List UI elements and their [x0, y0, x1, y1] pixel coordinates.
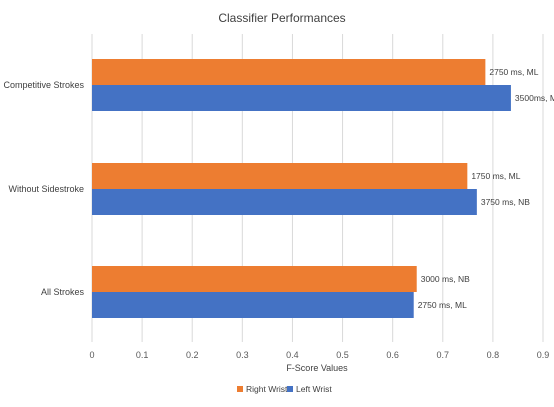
category-label: Without Sidestroke — [8, 184, 84, 194]
category-label: Competitive Strokes — [3, 80, 84, 90]
category-label: All Strokes — [41, 287, 85, 297]
x-tick-label: 0.2 — [186, 350, 199, 360]
x-tick-label: 0.8 — [487, 350, 500, 360]
x-tick-label: 0.6 — [386, 350, 399, 360]
category-axis-labels: Competitive Strokes Without Sidestroke All… — [3, 80, 84, 297]
bars — [92, 59, 511, 318]
bar-left-wrist — [92, 85, 511, 111]
data-label: 2750 ms, ML — [418, 300, 467, 310]
legend-label: Right Wrist — [246, 384, 288, 394]
x-axis-tick-labels: 0 0.1 0.2 0.3 0.4 0.5 0.6 0.7 0.8 0.9 — [89, 350, 549, 360]
legend: Right Wrist Left Wrist — [237, 384, 332, 394]
bar-right-wrist — [92, 59, 486, 85]
x-tick-label: 0.9 — [537, 350, 550, 360]
legend-swatch — [237, 386, 243, 392]
legend-label: Left Wrist — [296, 384, 332, 394]
bar-left-wrist — [92, 189, 477, 215]
data-labels: 2750 ms, ML 3500ms, ML 1750 ms, ML 3750 ms,… — [418, 67, 554, 310]
data-label: 3500ms, ML — [515, 93, 554, 103]
x-tick-label: 0.5 — [336, 350, 349, 360]
data-label: 3750 ms, NB — [481, 197, 530, 207]
x-axis-title: F-Score Values — [286, 363, 348, 373]
data-label: 1750 ms, ML — [471, 171, 520, 181]
x-tick-label: 0.7 — [437, 350, 450, 360]
bar-left-wrist — [92, 292, 414, 318]
data-label: 2750 ms, ML — [489, 67, 538, 77]
x-tick-label: 0 — [89, 350, 94, 360]
x-tick-label: 0.4 — [286, 350, 299, 360]
bar-right-wrist — [92, 266, 417, 292]
data-label: 3000 ms, NB — [421, 274, 470, 284]
legend-swatch — [287, 386, 293, 392]
x-tick-label: 0.3 — [236, 350, 249, 360]
bar-right-wrist — [92, 163, 468, 189]
chart-title: Classifier Performances — [218, 11, 345, 25]
x-tick-label: 0.1 — [136, 350, 149, 360]
